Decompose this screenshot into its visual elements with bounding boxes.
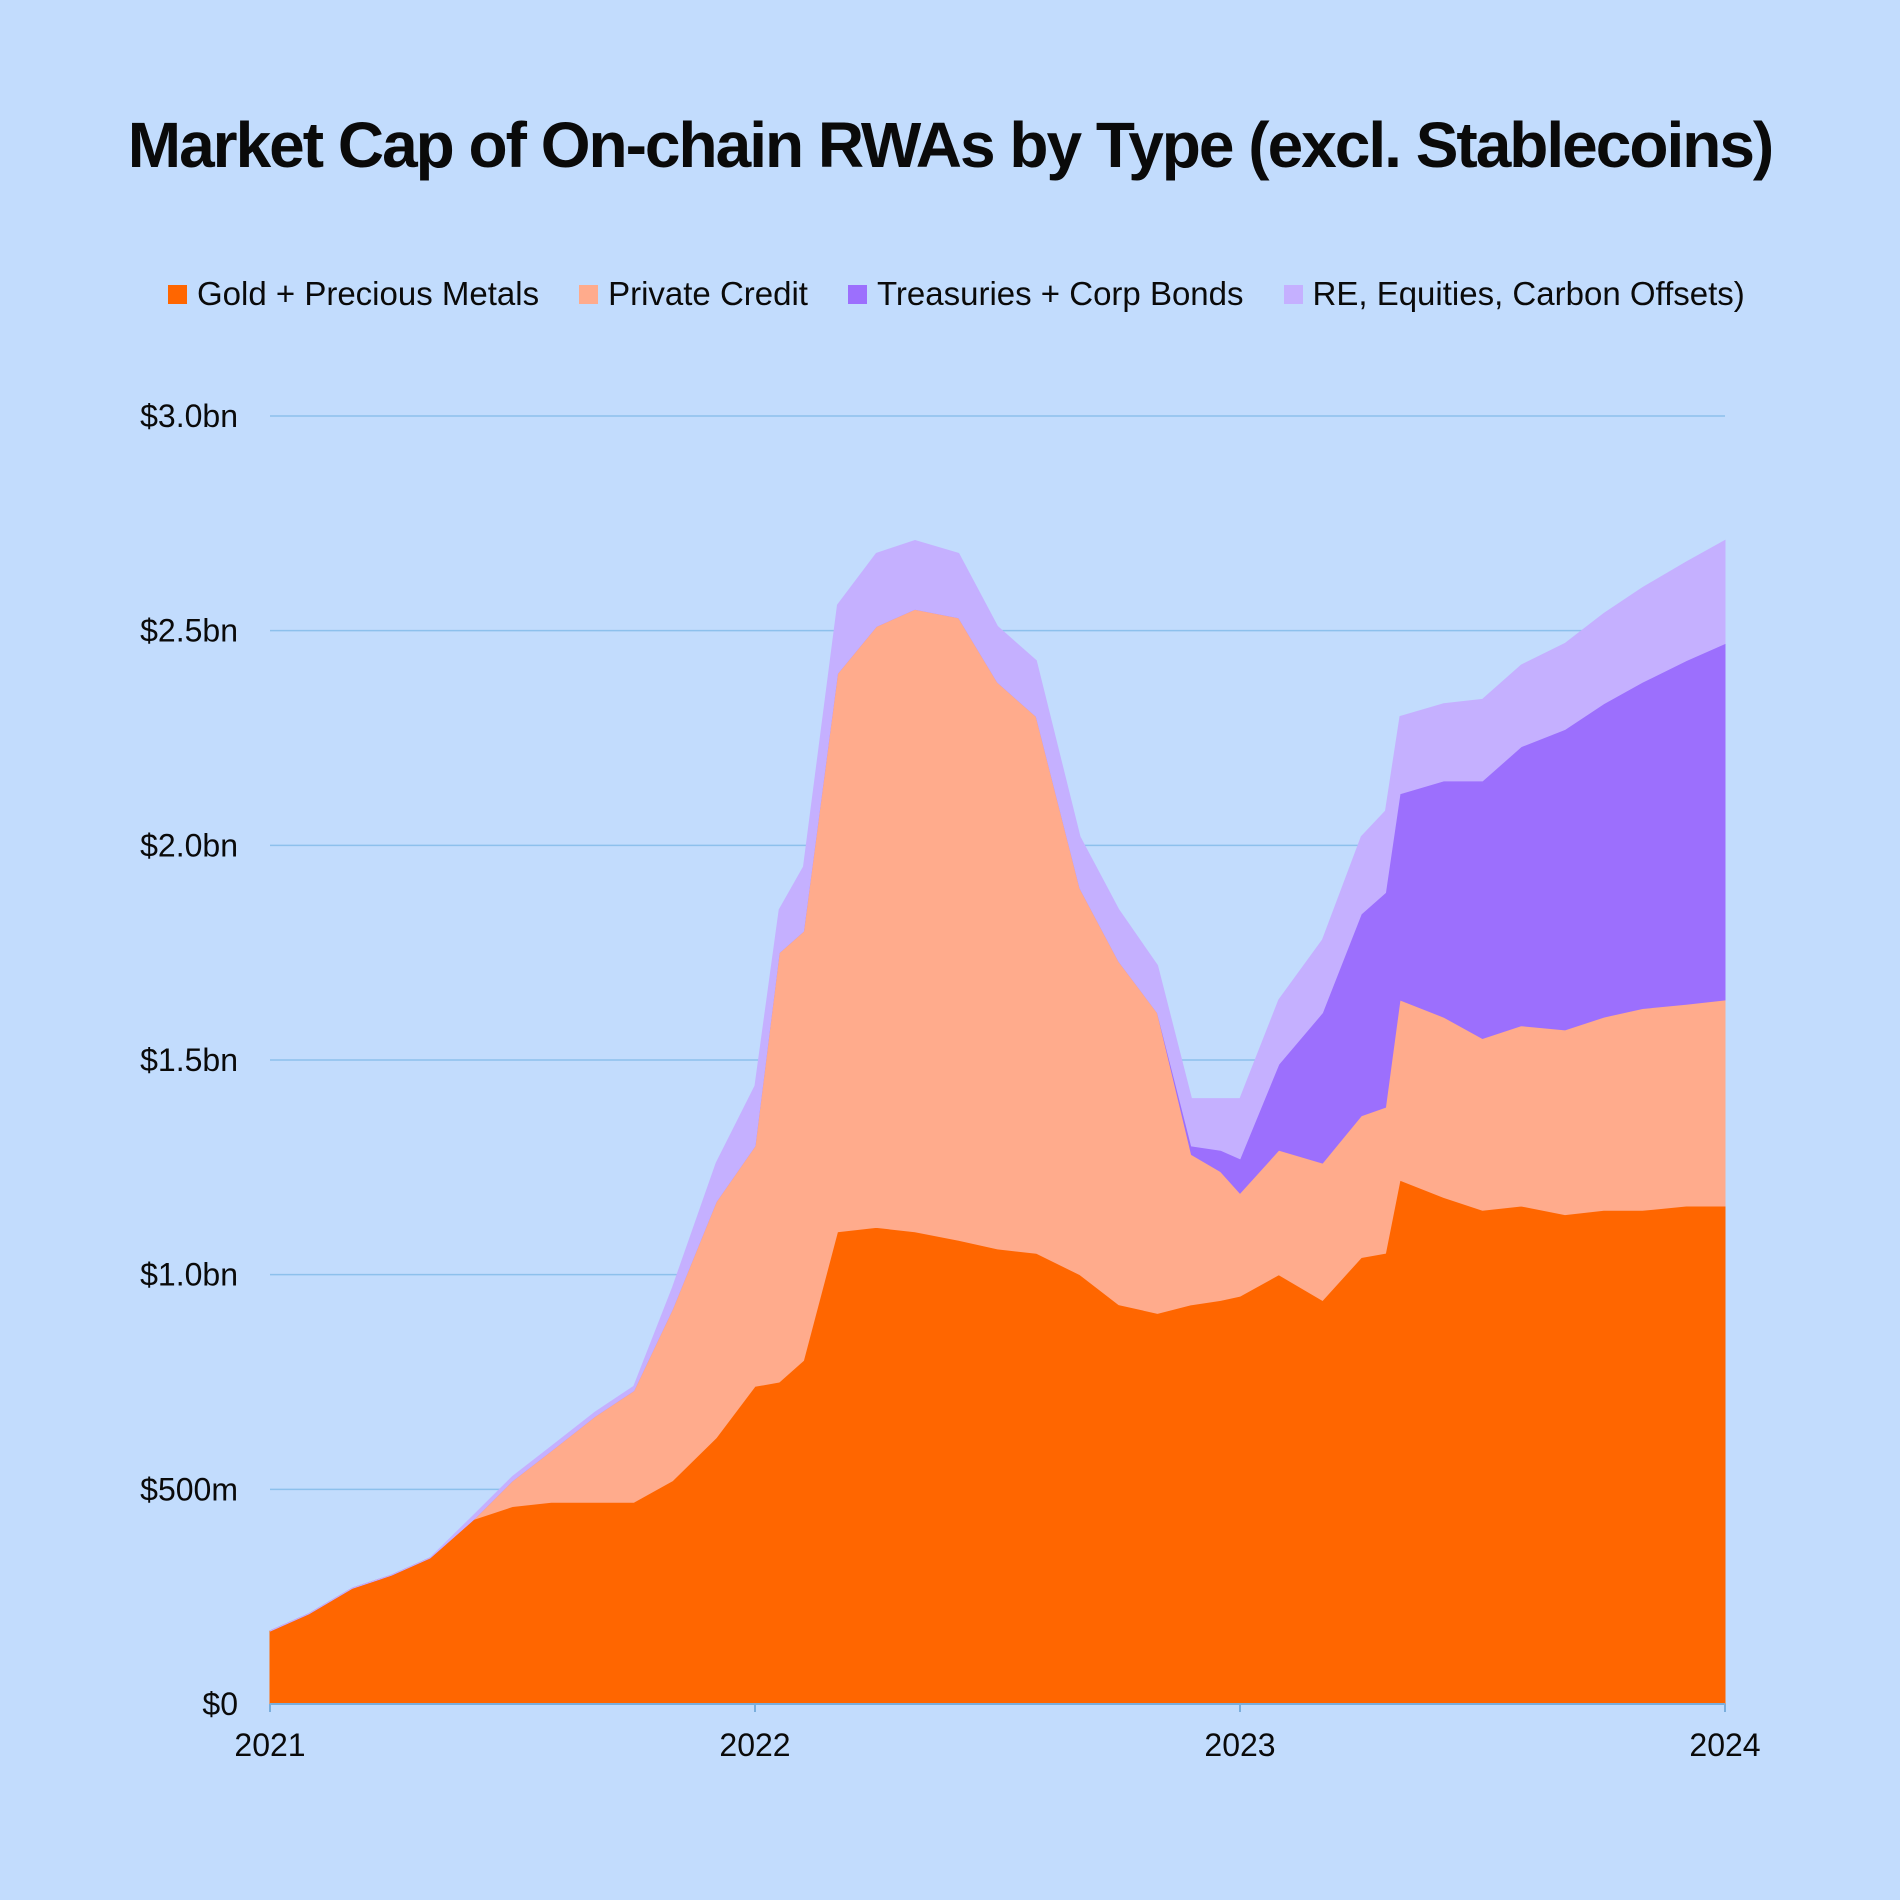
legend-item-private-credit: Private Credit [579,275,808,313]
legend-item-re-equities: RE, Equities, Carbon Offsets) [1283,275,1745,313]
x-tick-label: 2021 [234,1727,305,1763]
chart-title: Market Cap of On-chain RWAs by Type (exc… [127,109,1774,181]
area-series-4 [269,539,1726,1632]
x-tick-label: 2024 [1689,1727,1760,1763]
legend-item-gold: Gold + Precious Metals [168,275,539,313]
legend-label-private-credit: Private Credit [608,275,808,312]
x-tick-label: 2022 [719,1727,790,1763]
y-tick-label: $1.0bn [140,1257,238,1293]
y-tick-label: $2.0bn [140,827,238,863]
legend-label-treasuries: Treasuries + Corp Bonds [876,275,1244,312]
legend-label-re-equities: RE, Equities, Carbon Offsets) [1312,275,1745,312]
legend-label-gold: Gold + Precious Metals [197,275,540,312]
legend-swatch-private-credit [579,284,599,304]
area-series-1 [269,1179,1726,1705]
y-tick-label: $1.5bn [140,1042,238,1078]
legend: Gold + Precious Metals Private Credit Tr… [168,275,1745,313]
legend-item-treasuries: Treasuries + Corp Bonds [847,275,1244,313]
y-tick-label: $500m [140,1471,238,1507]
legend-swatch-treasuries [847,284,867,304]
legend-swatch-re-equities [1283,284,1303,304]
y-tick-label: $2.5bn [140,613,238,649]
legend-swatch-gold [168,284,187,304]
y-tick-label: $0 [202,1686,238,1722]
y-tick-label: $3.0bn [140,398,238,434]
x-tick-label: 2023 [1204,1727,1275,1763]
